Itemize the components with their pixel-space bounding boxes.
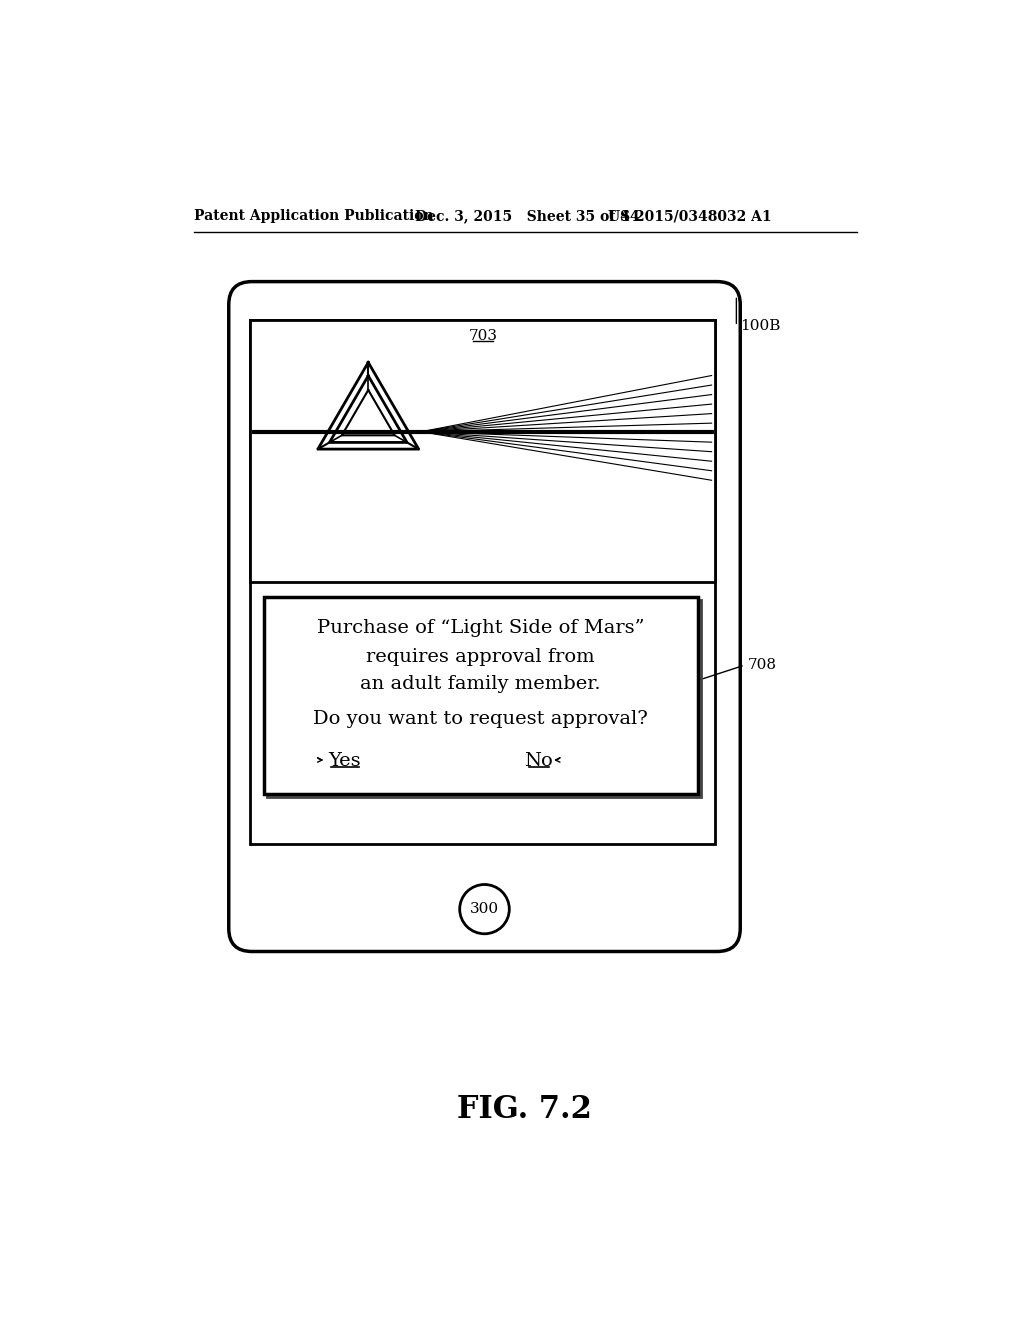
Text: Yes: Yes [329,751,361,770]
Text: 300: 300 [470,902,499,916]
Text: an adult family member.: an adult family member. [360,675,601,693]
Text: No: No [524,751,553,770]
Bar [266,601,700,797]
Text: 703: 703 [468,329,498,342]
Text: 100B: 100B [740,319,780,333]
FancyBboxPatch shape [228,281,740,952]
Bar [251,321,716,582]
Bar [251,321,716,843]
Circle shape [460,884,509,933]
Text: 704: 704 [563,743,590,756]
Text: FIG. 7.2: FIG. 7.2 [458,1094,592,1125]
Text: requires approval from: requires approval from [367,648,595,667]
FancyArrowPatch shape [555,758,560,762]
Bar [263,598,697,793]
Text: Dec. 3, 2015   Sheet 35 of 44: Dec. 3, 2015 Sheet 35 of 44 [415,209,639,223]
Text: Patent Application Publication: Patent Application Publication [194,209,433,223]
Text: 706: 706 [300,743,327,756]
Text: Do you want to request approval?: Do you want to request approval? [313,710,648,727]
FancyArrowPatch shape [317,758,323,762]
Text: 708: 708 [748,659,777,672]
Text: US 2015/0348032 A1: US 2015/0348032 A1 [608,209,772,223]
Text: Purchase of “Light Side of Mars”: Purchase of “Light Side of Mars” [316,619,644,638]
